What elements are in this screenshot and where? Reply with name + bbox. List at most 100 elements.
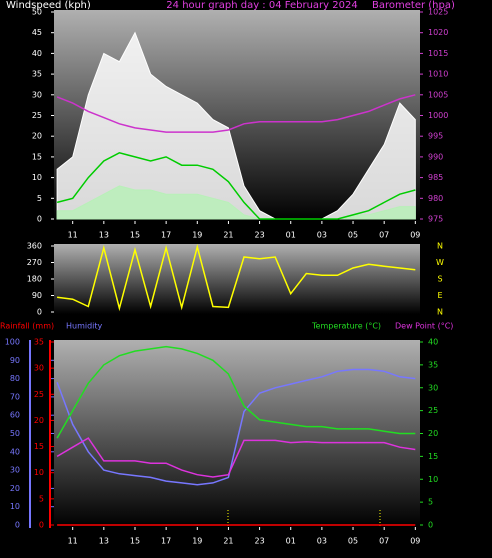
y3-tick-label: 10	[34, 468, 44, 477]
x-tick-label: 03	[317, 231, 327, 240]
x-tick-label: 15	[130, 231, 140, 240]
line	[56, 152, 416, 220]
legend-label: Dew Point (°C)	[395, 322, 453, 331]
y2-tick-label: 1015	[428, 49, 448, 58]
x-tick-label: 01	[286, 537, 296, 546]
x-tick-label: 13	[99, 537, 109, 546]
x-tick-label: 03	[317, 537, 327, 546]
y3-tick-label: 20	[34, 416, 44, 425]
x-tick-label: 11	[68, 231, 78, 240]
y2-tick-label: 990	[428, 152, 443, 161]
x-tick-label: 15	[130, 537, 140, 546]
y-tick-label: 10	[32, 173, 42, 182]
y2-tick-label: 1025	[428, 8, 448, 17]
y2-tick-label: E	[437, 291, 442, 300]
y-tick-label: 10	[10, 502, 20, 511]
y3-tick-label: 35	[34, 338, 44, 347]
y-tick-label: 40	[10, 447, 20, 456]
y-tick-label: 30	[32, 90, 42, 99]
y-tick-label: 40	[32, 49, 42, 58]
y-tick-label: 20	[10, 484, 20, 493]
x-tick-label: 09	[410, 537, 420, 546]
y2-tick-label: S	[437, 275, 442, 284]
legend-label: Temperature (°C)	[311, 322, 381, 331]
y2-tick-label: 20	[428, 429, 438, 438]
y2-tick-label: 985	[428, 173, 443, 182]
y-tick-label: 100	[5, 338, 20, 347]
y-tick-label: 80	[10, 374, 20, 383]
x-tick-label: 13	[99, 231, 109, 240]
line	[56, 94, 416, 133]
y3-tick-label: 0	[39, 521, 44, 530]
y-tick-label: 35	[32, 70, 42, 79]
y-tick-label: 70	[10, 392, 20, 401]
y2-tick-label: 0	[428, 521, 433, 530]
y-tick-label: 50	[32, 8, 42, 17]
plot-area	[54, 340, 420, 527]
y-tick-label: 270	[27, 258, 42, 267]
x-tick-label: 23	[254, 231, 264, 240]
x-tick-label: 21	[223, 537, 233, 546]
y-tick-label: 5	[37, 194, 42, 203]
y3-tick-label: 15	[34, 442, 44, 451]
y-tick-label: 360	[27, 242, 42, 251]
y-axis-title: Windspeed (kph)	[6, 0, 91, 11]
y-tick-label: 0	[37, 308, 42, 317]
y-tick-label: 0	[37, 215, 42, 224]
y-tick-label: 45	[32, 28, 42, 37]
y3-tick-label: 30	[34, 364, 44, 373]
x-tick-label: 09	[410, 231, 420, 240]
y2-tick-label: 5	[428, 498, 433, 507]
y2-tick-label: 995	[428, 132, 443, 141]
y2-tick-label: 30	[428, 383, 438, 392]
y-tick-label: 90	[32, 291, 42, 300]
y2-tick-label: N	[437, 242, 443, 251]
y2-tick-label: 1020	[428, 28, 448, 37]
x-tick-label: 05	[348, 537, 358, 546]
chart-layer: 0510152025303540455097598098599099510001…	[0, 8, 453, 546]
y-tick-label: 0	[15, 521, 20, 530]
line	[57, 243, 416, 312]
chart-title: 24 hour graph day : 04 February 2024	[166, 0, 357, 11]
y2-tick-label: 15	[428, 452, 438, 461]
x-tick-label: 01	[286, 231, 296, 240]
x-tick-label: 07	[379, 537, 389, 546]
y-tick-label: 15	[32, 152, 42, 161]
y2-tick-label: 975	[428, 215, 443, 224]
y3-tick-label: 5	[39, 494, 44, 503]
x-tick-label: 05	[348, 231, 358, 240]
y2-tick-label: 1005	[428, 90, 448, 99]
line	[56, 368, 416, 486]
y2-axis-title: Barometer (hpa)	[372, 0, 455, 11]
y3-tick-label: 25	[34, 390, 44, 399]
y-tick-label: 25	[32, 111, 42, 120]
x-tick-label: 21	[223, 231, 233, 240]
x-tick-label: 23	[254, 537, 264, 546]
y2-tick-label: W	[436, 258, 444, 267]
legend-label: Rainfall (mm)	[0, 322, 54, 331]
y2-tick-label: N	[437, 308, 443, 317]
y2-tick-label: 1000	[428, 111, 448, 120]
x-tick-label: 17	[161, 231, 171, 240]
y-tick-label: 30	[10, 466, 20, 475]
y2-tick-label: 980	[428, 194, 443, 203]
x-tick-label: 17	[161, 537, 171, 546]
x-tick-label: 19	[192, 537, 202, 546]
y2-tick-label: 1010	[428, 70, 448, 79]
y-tick-label: 60	[10, 411, 20, 420]
area	[56, 31, 416, 220]
y2-tick-label: 10	[428, 475, 438, 484]
x-tick-label: 07	[379, 231, 389, 240]
y2-tick-label: 40	[428, 338, 438, 347]
y2-tick-label: 25	[428, 406, 438, 415]
line	[56, 345, 416, 439]
line	[56, 437, 416, 478]
x-tick-label: 19	[192, 231, 202, 240]
x-tick-label: 11	[68, 537, 78, 546]
legend-label: Humidity	[66, 322, 103, 331]
y2-tick-label: 35	[428, 360, 438, 369]
y-tick-label: 50	[10, 429, 20, 438]
y-tick-label: 180	[27, 275, 42, 284]
